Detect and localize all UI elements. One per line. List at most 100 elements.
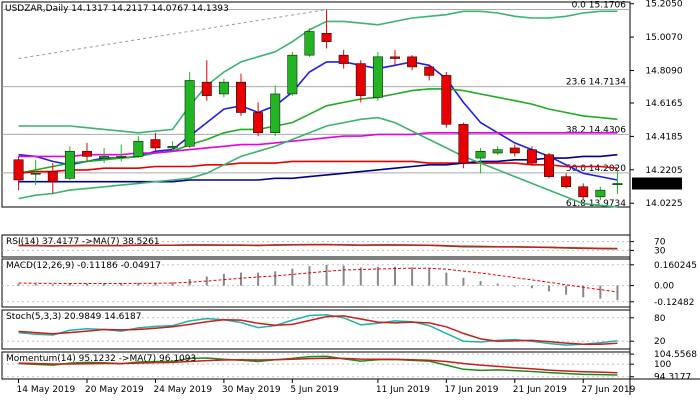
candle-body: [424, 66, 435, 76]
rsi-title: RSI(14) 37.4177 ->MA(7) 38.5261: [6, 237, 160, 247]
macd-bar: [394, 266, 396, 286]
date-label: 20 May 2019: [85, 385, 144, 395]
candle-body: [184, 80, 195, 147]
date-label: 11 Jun 2019: [376, 385, 430, 395]
macd-bar: [359, 267, 362, 286]
candle-body: [13, 159, 24, 181]
candle-body: [133, 140, 144, 157]
panel-1-tick-label: 70: [654, 238, 666, 248]
fib-level-label: 38.2 14.4306: [566, 125, 626, 135]
chart-title: USDZAR,Daily 14.1317 14.2117 14.0767 14.…: [5, 4, 229, 14]
macd-bar: [154, 282, 157, 286]
macd-bar: [240, 272, 242, 286]
overlay-line: [18, 160, 618, 175]
panel-1-tick-label: 30: [654, 246, 666, 256]
macd-bar: [599, 285, 602, 299]
candle-body: [321, 32, 332, 42]
candle-body: [338, 54, 349, 64]
macd-bar: [616, 285, 619, 301]
macd-bar: [479, 281, 482, 286]
macd-bar: [17, 283, 20, 286]
price-tick-label: 15.2050: [645, 0, 682, 10]
macd-bar: [376, 266, 379, 286]
price-tick-label: 14.0225: [645, 199, 682, 209]
date-label: 30 May 2019: [222, 385, 281, 395]
candle-body: [47, 171, 58, 182]
macd-bar: [530, 285, 533, 289]
macd-bar: [68, 283, 71, 286]
macd-bar: [103, 283, 106, 286]
panel-4-tick-label: 100: [654, 360, 671, 370]
panel-4-series-line: [18, 357, 618, 374]
macd-bar: [582, 285, 585, 298]
macd-bar: [462, 277, 465, 286]
panel-2-tick-label: 0.00: [654, 282, 674, 292]
candle-body: [441, 75, 452, 125]
panel-1-series-line: [18, 243, 618, 250]
candle-body: [236, 81, 246, 113]
momentum-title: Momentum(14) 95.1232 ->MA(7) 96.1093: [6, 354, 196, 364]
trend-line: [18, 9, 327, 60]
overlay-line: [18, 153, 618, 183]
macd-bar: [325, 264, 328, 286]
price-tick-label: 14.8090: [645, 67, 682, 77]
macd-bar: [565, 285, 568, 295]
price-tick-label: 15.0070: [645, 33, 682, 43]
date-label: 27 Jun 2019: [581, 385, 635, 395]
panel-3-tick-label: 20: [654, 337, 666, 347]
price-tick-label: 14.4185: [645, 132, 682, 142]
candle-body: [218, 81, 229, 95]
panel-4-tick-label: 104.5568: [654, 350, 697, 360]
current-price-label: 14.1393: [638, 179, 675, 189]
macd-bar: [513, 285, 516, 287]
overlay-line: [18, 116, 618, 208]
candle-body: [458, 124, 469, 164]
macd-bar: [308, 266, 311, 286]
price-tick-label: 14.6165: [645, 99, 682, 109]
overlay-line: [18, 88, 618, 175]
candle-body: [116, 156, 127, 158]
fib-level-label: 23.6 14.7134: [566, 78, 626, 88]
candle-body: [509, 147, 520, 154]
fib-level-label: 0.0 15.1706: [572, 0, 627, 10]
candle-body: [595, 189, 606, 198]
candle-body: [270, 93, 281, 134]
panel-2-tick-label: 0.160245: [654, 261, 697, 271]
panel-3-series-line: [18, 313, 618, 346]
overlay-line: [18, 10, 618, 134]
fib-level-label: 50.0 14.2020: [566, 164, 626, 174]
date-label: 17 Jun 2019: [444, 385, 498, 395]
macd-bar: [86, 283, 88, 286]
date-label: 21 Jun 2019: [513, 385, 567, 395]
panel-3-series-line: [18, 315, 618, 346]
candle-body: [64, 151, 75, 179]
candle-body: [167, 146, 178, 149]
price-tick-label: 14.2205: [645, 166, 682, 176]
candle-body: [82, 151, 92, 157]
macd-bar: [137, 283, 140, 286]
macd-bar: [34, 284, 37, 286]
date-label: 24 May 2019: [153, 385, 212, 395]
candle-body: [150, 139, 161, 149]
candle-body: [30, 173, 41, 175]
macd-bar: [342, 265, 345, 286]
panel-4-tick-label: 94.3177: [654, 373, 691, 383]
macd-bar: [51, 284, 54, 286]
macd-bar: [205, 276, 208, 286]
date-label: 14 May 2019: [17, 385, 76, 395]
macd-bar: [445, 272, 448, 286]
candle-body: [526, 149, 537, 164]
macd-bar: [428, 268, 431, 286]
macd-bar: [171, 282, 174, 286]
candle-body: [561, 176, 572, 188]
fib-level-label: 61.8 13.9734: [566, 199, 626, 209]
macd-bar: [291, 268, 294, 286]
macd-signal-line: [18, 267, 618, 293]
macd-bar: [257, 272, 260, 286]
macd-bar: [411, 267, 414, 286]
candle-body: [390, 56, 400, 59]
macd-bar: [548, 285, 550, 292]
current-price-badge: [632, 177, 682, 190]
macd-title: MACD(12,26,9) -0.11186 -0.04917: [6, 261, 161, 271]
